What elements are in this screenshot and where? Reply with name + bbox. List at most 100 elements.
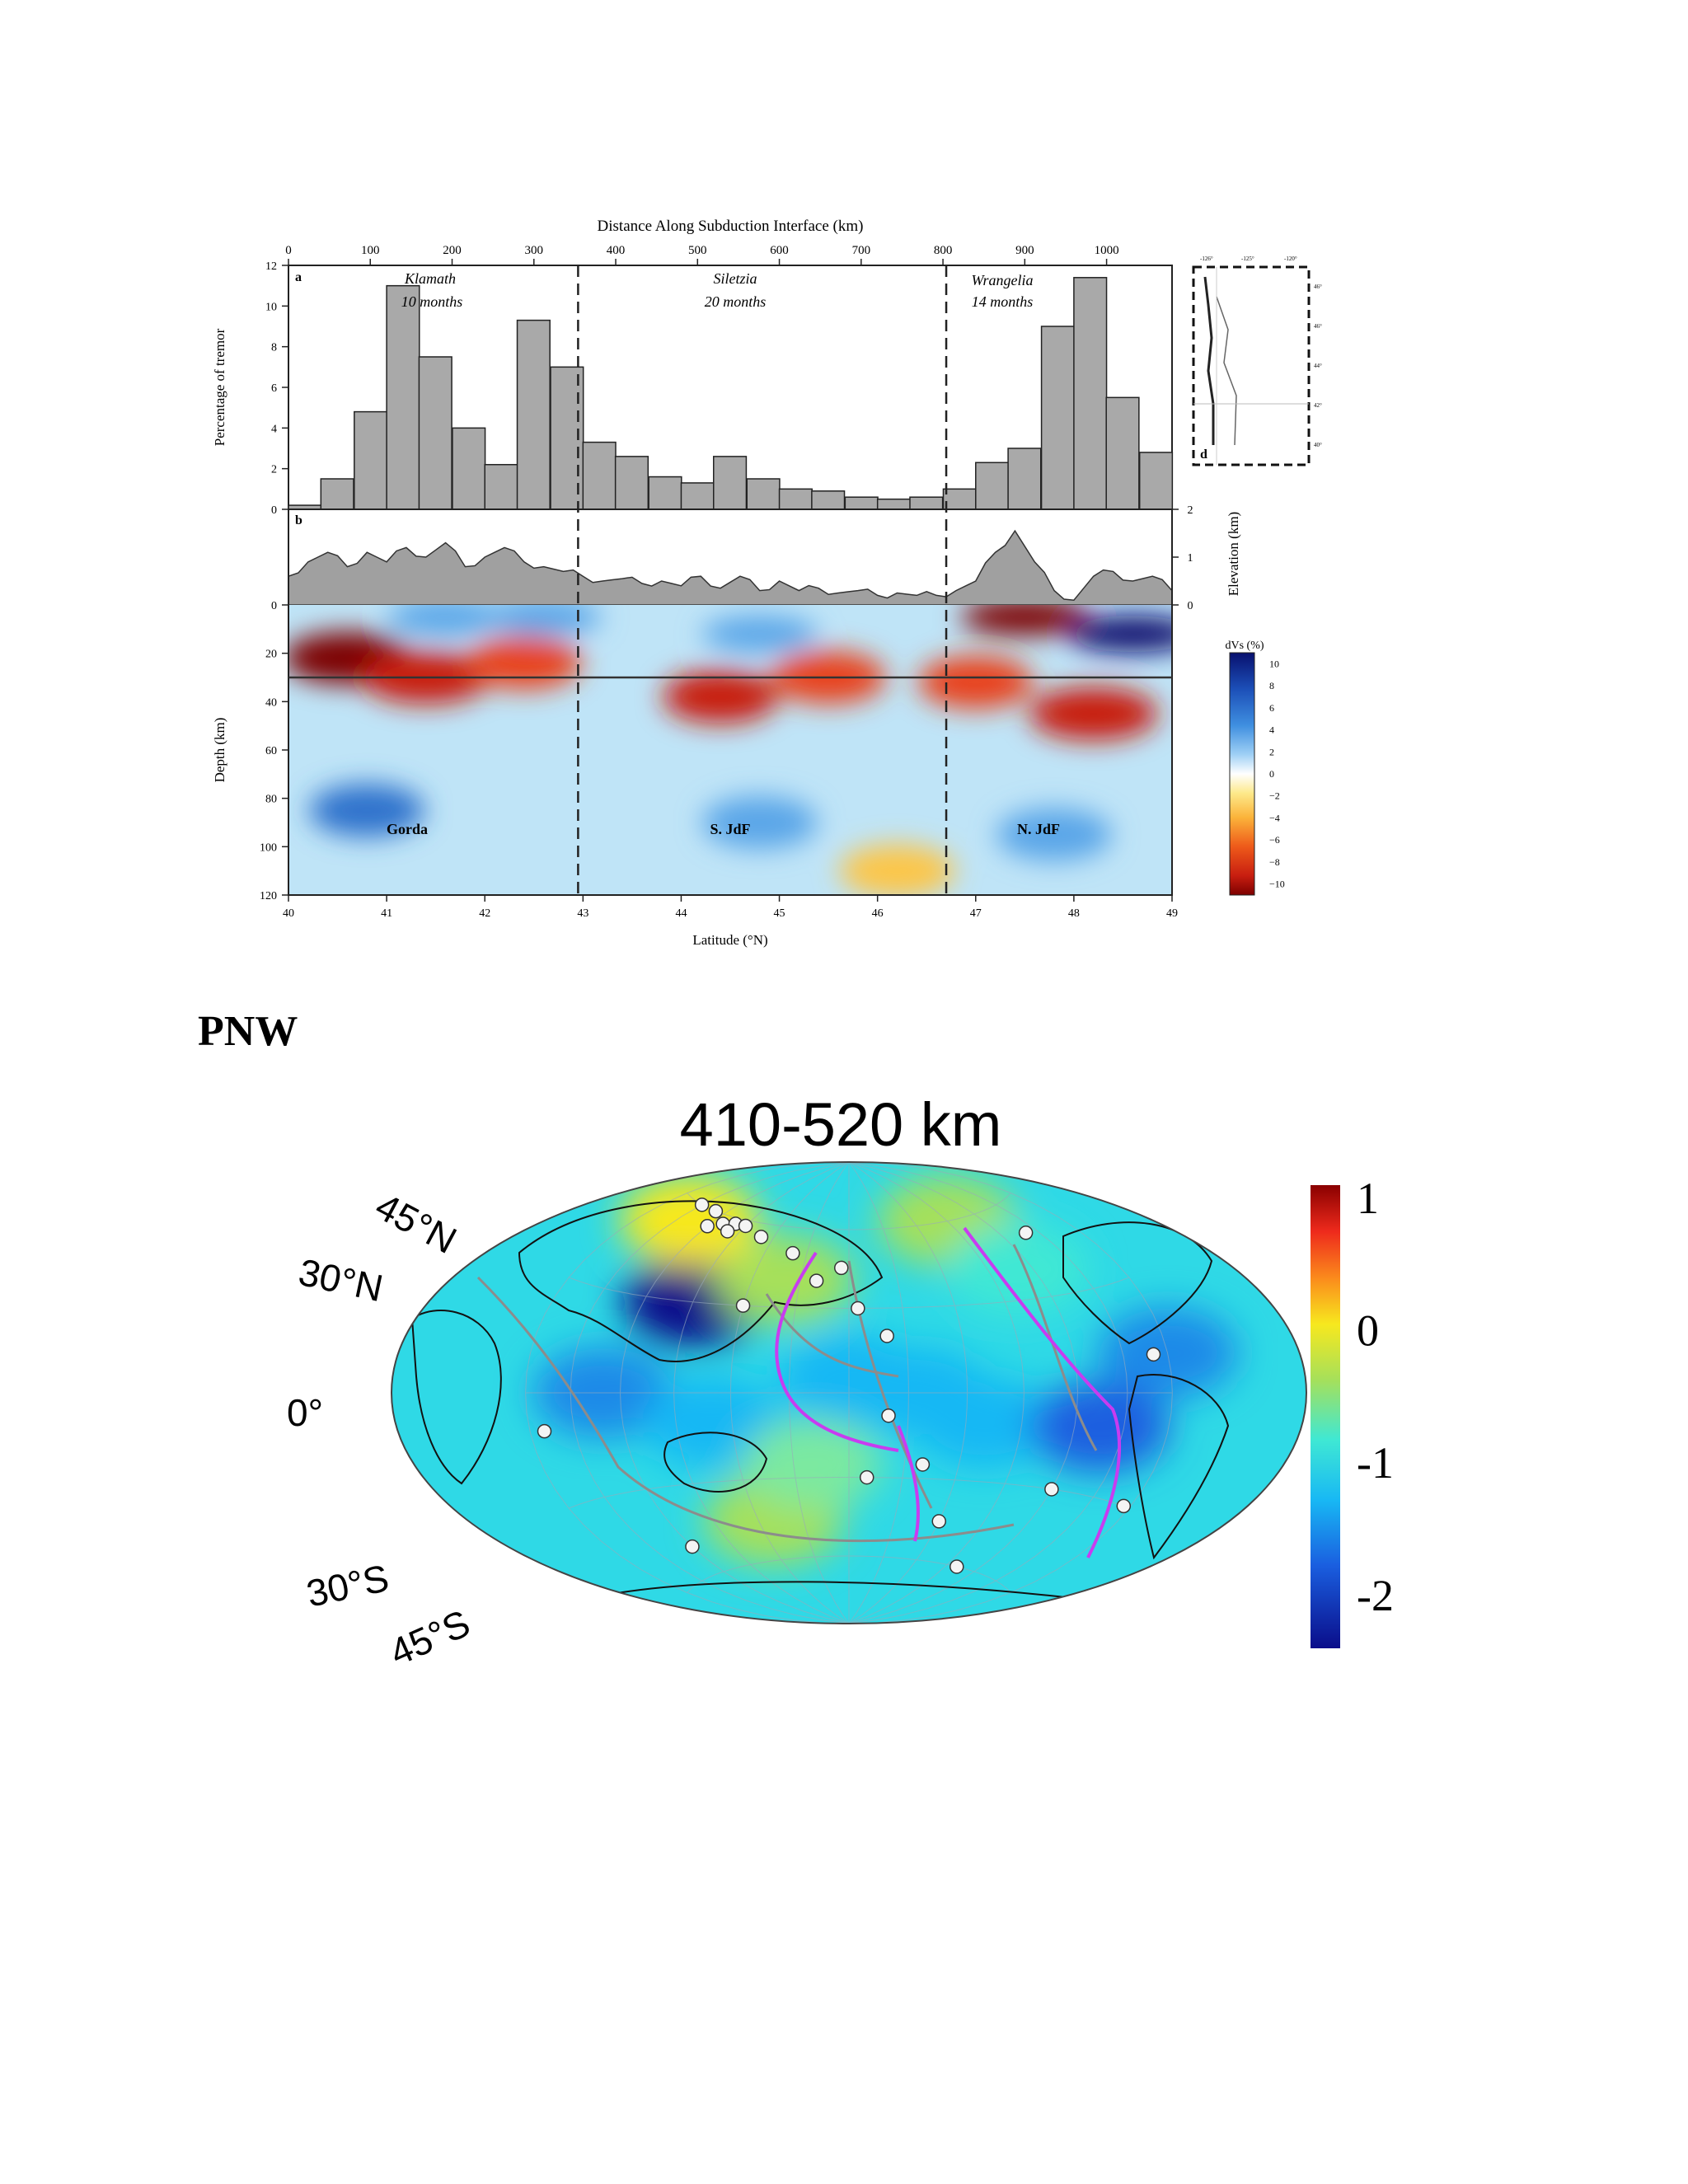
continent-north-america: [1062, 1221, 1213, 1345]
continent-south-america: [1128, 1374, 1230, 1560]
depth-tick-label: 0: [271, 600, 277, 612]
top-tick-label: 0: [285, 244, 292, 257]
dvs-colorbar-tick: 10: [1269, 658, 1279, 669]
latitude-tick-label: 48: [1068, 907, 1080, 920]
velocity-anomaly: [948, 1223, 1089, 1315]
latitude-tick-label: 43: [577, 907, 588, 920]
station-marker: [694, 1197, 710, 1212]
tremor-bar: [975, 462, 1010, 510]
top-tick-label: 700: [852, 244, 871, 257]
velocity-anomaly: [1029, 1381, 1170, 1473]
inset-lat-tick-2: 46°: [1314, 323, 1322, 330]
dvs-anomaly: [663, 670, 779, 724]
depth-tick-label: 100: [260, 841, 277, 854]
globe: [392, 1162, 1306, 1624]
tremor-bar: [713, 456, 748, 510]
inset-lat-tick-4: 42°: [1314, 402, 1322, 409]
tremor-bar: [746, 478, 781, 510]
tremor-bar: [844, 496, 879, 510]
inset-map: d -126° -125° -120° 46° 46° 44° 42° 40°: [1192, 255, 1322, 466]
graticule-meridian: [848, 1162, 968, 1624]
region-klamath-duration: 10 months: [401, 293, 463, 310]
velocity-anomaly: [619, 1174, 760, 1266]
latitude-tick-label: 42: [479, 907, 490, 920]
dvs-colorbar-tick: −8: [1269, 856, 1280, 868]
tremor-bars: [288, 277, 1174, 510]
dvs-colorbar-tick: 0: [1269, 768, 1274, 780]
tremor-bar: [811, 490, 846, 510]
depth-tick-label: 80: [265, 794, 277, 806]
depth-tick-label: 60: [265, 745, 277, 757]
subduction-zones: [775, 1226, 1122, 1558]
station-marker: [881, 1408, 896, 1423]
station-marker: [950, 1559, 964, 1574]
depth-tick-label: 40: [265, 696, 277, 709]
elevation-area: [288, 529, 1173, 606]
graticule-meridian: [848, 1162, 1173, 1624]
top-tick-label: 200: [443, 244, 462, 257]
latitude-tick-label: 41: [381, 907, 392, 920]
top-tick-label: 1000: [1095, 244, 1119, 257]
station-marker: [809, 1273, 824, 1288]
map-colorbar-tick: 1: [1357, 1174, 1379, 1223]
dvs-colorbar-tick: −10: [1269, 879, 1285, 890]
dvs-colorbar-ticks: 10 8 6 4 2 0 −2 −4 −6 −8 −10: [1269, 658, 1285, 889]
dvs-colorbar-tick: −4: [1269, 812, 1280, 823]
plate-boundaries: [476, 1244, 1098, 1543]
tremor-tick-label: 12: [265, 260, 277, 273]
dvs-colorbar: [1229, 652, 1255, 896]
tremor-tick-label: 4: [271, 423, 277, 435]
region-siletzia-name: Siletzia: [714, 270, 757, 287]
panel-d-label: d: [1200, 448, 1207, 462]
tremor-tomography-figure: Distance Along Subduction Interface (km)…: [212, 218, 1322, 948]
top-tick-label: 500: [688, 244, 707, 257]
graticule-meridian: [848, 1162, 909, 1624]
tremor-bar: [876, 498, 912, 510]
dvs-anomaly: [839, 844, 955, 895]
station-marker: [1044, 1482, 1059, 1497]
lat-label-0: 0°: [287, 1391, 323, 1434]
tremor-bar: [909, 496, 944, 510]
inset-lat-tick-3: 44°: [1314, 363, 1322, 369]
tremor-tick-label: 10: [265, 301, 277, 313]
dvs-colorbar-tick: −6: [1269, 834, 1280, 846]
elevation-axis-label: Elevation (km): [1226, 512, 1241, 596]
latitude-tick-label: 49: [1166, 907, 1178, 920]
map-colorbar-tick: -1: [1357, 1438, 1394, 1488]
elevation-axis-ticks: 0 1 2: [1172, 504, 1193, 612]
depth-axis-ticks: 0 20 40 60 80 100 120: [260, 600, 288, 902]
lat-label-30n: 30°N: [295, 1250, 387, 1310]
elevation-tick-label: 1: [1188, 552, 1193, 565]
tremor-axis-ticks: 0 2 4 6 8 10 12: [265, 260, 288, 517]
station-marker: [1116, 1498, 1132, 1514]
elevation-tick-label: 0: [1188, 600, 1193, 612]
tremor-bar: [418, 356, 452, 510]
tremor-tick-label: 6: [271, 382, 277, 395]
region-klamath-name: Klamath: [404, 270, 456, 287]
inset-lat-tick-5: 40°: [1314, 442, 1322, 448]
graticule: [525, 1162, 1173, 1624]
station-marker: [785, 1245, 800, 1261]
region-wrangelia-name: Wrangelia: [972, 272, 1034, 288]
globe-outline: [391, 1161, 1307, 1624]
tremor-tick-label: 0: [271, 504, 277, 517]
top-axis-ticks: 0 100 200 300 400 500 600 700 800 900 1000: [285, 244, 1119, 265]
tremor-bar: [1073, 277, 1108, 510]
dvs-anomaly: [466, 636, 582, 690]
graticule-meridian: [729, 1162, 850, 1624]
section-title-pnw: PNW: [198, 1008, 298, 1055]
station-marker: [753, 1230, 769, 1244]
dvs-section: [288, 605, 1172, 895]
inset-lat-tick-1: 46°: [1314, 284, 1322, 290]
dvs-colorbar-title: dVs (%): [1225, 640, 1264, 652]
dvs-anomaly: [1029, 687, 1158, 740]
dvs-anomaly: [309, 784, 425, 837]
dvs-anomaly: [996, 808, 1113, 861]
top-tick-label: 600: [770, 244, 789, 257]
graticule-meridian: [848, 1162, 1079, 1624]
tremor-bar: [452, 427, 486, 510]
lat-label-45s: 45°S: [383, 1601, 476, 1673]
top-tick-label: 400: [607, 244, 626, 257]
tremor-tick-label: 2: [271, 464, 277, 476]
dvs-colorbar-tick: 4: [1269, 724, 1274, 736]
